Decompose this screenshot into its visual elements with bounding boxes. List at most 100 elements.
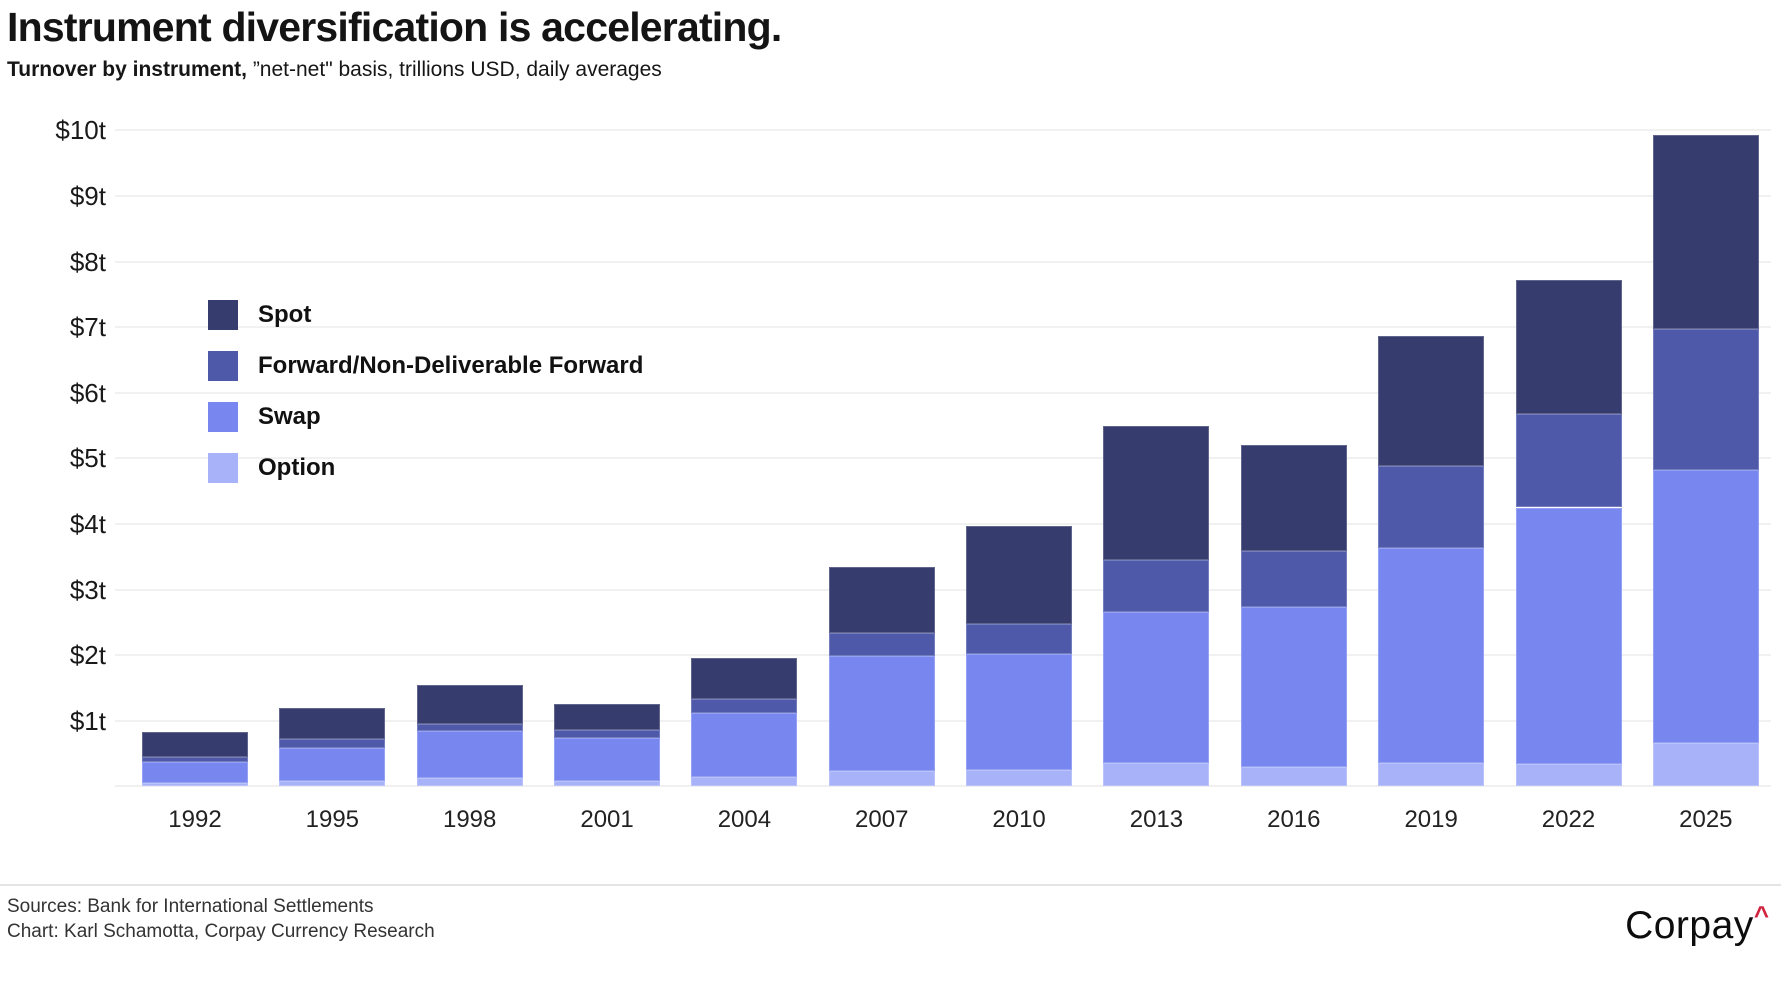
bar-segment-spot [1240, 445, 1347, 552]
footer-divider [0, 884, 1781, 886]
bar-segment-option [142, 783, 248, 787]
bar-segment-option [1378, 762, 1485, 787]
y-tick-label: $1t [69, 705, 106, 736]
x-tick-label: 1998 [442, 806, 497, 833]
x-tick-label: 2016 [1267, 806, 1321, 833]
legend-label: Option [258, 454, 336, 481]
bar-segment-option [828, 770, 935, 787]
legend-swatch [208, 402, 238, 432]
bar-segment-spot [691, 658, 798, 700]
y-tick-label: $2t [69, 640, 106, 671]
legend-label: Spot [258, 301, 312, 328]
bar-segment-spot [142, 731, 248, 758]
x-tick-label: 2013 [1129, 806, 1184, 833]
bar-segment-spot [1652, 134, 1759, 330]
x-tick-label: 2010 [992, 806, 1046, 833]
legend-swatch [208, 453, 238, 483]
bar-segment-forward [1652, 329, 1759, 471]
bar-segment-option [966, 769, 1073, 787]
bar-segment-swap [1378, 548, 1485, 763]
bar-segment-forward [416, 723, 523, 731]
x-tick-label: 2001 [580, 806, 634, 833]
bar-segment-swap [279, 747, 386, 782]
bar-segment-swap [691, 713, 798, 778]
bar-segment-swap [142, 762, 248, 783]
gridline [115, 457, 1771, 460]
gridline [115, 391, 1771, 394]
legend-swatch [208, 300, 238, 330]
x-axis-baseline [115, 785, 1771, 788]
bar-segment-swap [1515, 507, 1622, 764]
bar-segment-swap [966, 653, 1073, 770]
bar-segment-forward [691, 699, 798, 714]
bar-segment-option [416, 777, 523, 787]
legend-swatch [208, 351, 238, 381]
subtitle-bold: Turnover by instrument, [7, 58, 247, 81]
bar-segment-swap [828, 656, 935, 771]
gridline [115, 260, 1771, 263]
corpay-logo-text: Corpay [1625, 904, 1754, 947]
bar-segment-option [1240, 767, 1347, 787]
bar-segment-forward [966, 623, 1073, 654]
bar-segment-spot [828, 567, 935, 633]
y-tick-label: $9t [69, 180, 106, 211]
gridline [115, 719, 1771, 722]
bar-segment-forward [554, 729, 661, 739]
y-tick-label: $3t [69, 574, 106, 605]
y-tick-label: $7t [69, 312, 106, 343]
x-tick-label: 2022 [1541, 806, 1596, 833]
gridline [115, 194, 1771, 197]
bar-segment-spot [416, 685, 523, 724]
x-tick-label: 2004 [717, 806, 772, 833]
bar-segment-spot [1515, 279, 1622, 415]
bar-segment-spot [966, 525, 1073, 624]
bar-segment-option [1103, 763, 1210, 787]
bar-segment-spot [1103, 426, 1210, 560]
x-tick-label: 1995 [305, 806, 360, 833]
bar-segment-spot [279, 708, 386, 740]
x-tick-label: 1992 [168, 806, 222, 833]
x-tick-label: 2019 [1404, 806, 1458, 833]
bar-segment-swap [554, 738, 661, 782]
bar-segment-forward [828, 632, 935, 657]
corpay-logo: Corpay^ [1625, 900, 1769, 948]
bar-segment-option [1652, 743, 1759, 787]
bar-segment-forward [1103, 559, 1210, 613]
gridline [115, 129, 1771, 132]
bar-segment-option [1515, 763, 1622, 787]
subtitle-rest: ”net-net" basis, trillions USD, daily av… [246, 58, 662, 81]
gridline [115, 326, 1771, 329]
bar-segment-option [554, 781, 661, 787]
sources-note: Sources: Bank for International Settleme… [7, 896, 374, 917]
y-tick-label: $4t [69, 508, 106, 539]
bar-segment-spot [1378, 336, 1485, 467]
y-tick-label: $6t [69, 377, 106, 408]
gridline [115, 588, 1771, 591]
bar-segment-option [279, 781, 386, 787]
legend-label: Swap [258, 403, 321, 430]
legend-label: Forward/Non-Deliverable Forward [258, 352, 644, 379]
y-tick-label: $10t [55, 115, 106, 146]
bar-segment-forward [279, 739, 386, 748]
corpay-logo-caret-icon: ^ [1753, 900, 1769, 930]
gridline [115, 522, 1771, 525]
bar-segment-swap [416, 730, 523, 778]
y-tick-label: $5t [69, 443, 106, 474]
bar-segment-swap [1103, 612, 1210, 764]
bar-segment-forward [1240, 551, 1347, 607]
bar-segment-forward [1515, 414, 1622, 508]
bar-segment-forward [142, 757, 248, 762]
bar-segment-forward [1378, 466, 1485, 549]
gridline [115, 654, 1771, 657]
page-title: Instrument diversification is accelerati… [7, 4, 782, 50]
bar-segment-swap [1652, 470, 1759, 743]
bar-segment-swap [1240, 606, 1347, 768]
y-tick-label: $8t [69, 246, 106, 277]
bar-segment-option [691, 777, 798, 787]
chart-credit-note: Chart: Karl Schamotta, Corpay Currency R… [7, 921, 435, 942]
bar-segment-spot [554, 703, 661, 730]
x-tick-label: 2025 [1679, 806, 1733, 833]
x-tick-label: 2007 [855, 806, 909, 833]
